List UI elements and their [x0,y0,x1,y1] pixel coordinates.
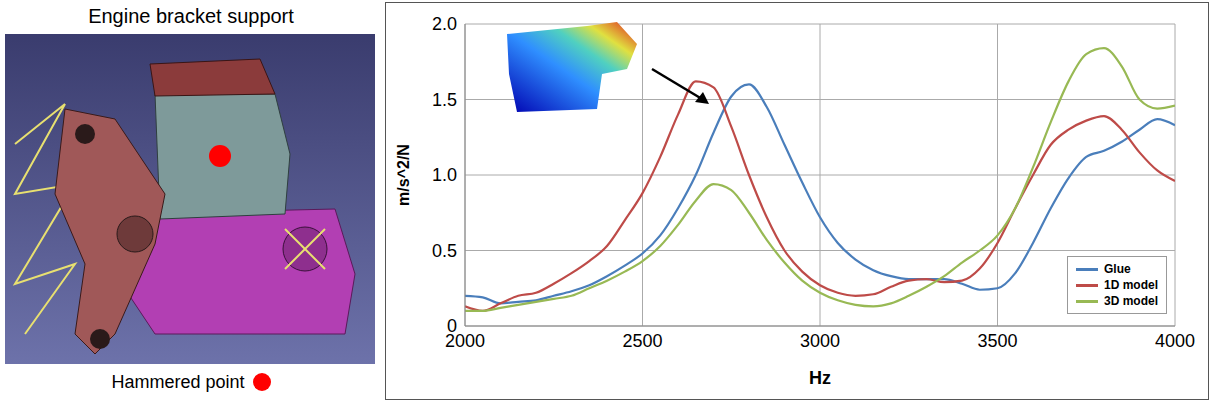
svg-text:4000: 4000 [1155,331,1195,351]
html-text:Engine bracket support: Engine bracket support [88,5,294,27]
svg-text:3500: 3500 [977,331,1017,351]
html-text:3D model: 3D model [1104,294,1158,308]
svg-text:2000: 2000 [445,330,485,351]
html-text:Hammered point: Hammered point [111,371,245,392]
svg-text:0: 0 [447,316,457,336]
svg-text:0.5: 0.5 [432,241,457,261]
svg-text:1.5: 1.5 [432,90,457,110]
html-text:1D model: 1D model [1104,278,1158,292]
svg-text:2500: 2500 [622,331,662,351]
svg-text:3000: 3000 [800,331,840,351]
svg-text:2.0: 2.0 [432,14,457,34]
svg-text:Hz: Hz [809,368,831,388]
svg-text:m/s^2/N: m/s^2/N [395,144,412,206]
svg-text:1.0: 1.0 [432,165,457,185]
html-text:Glue: Glue [1104,262,1131,276]
